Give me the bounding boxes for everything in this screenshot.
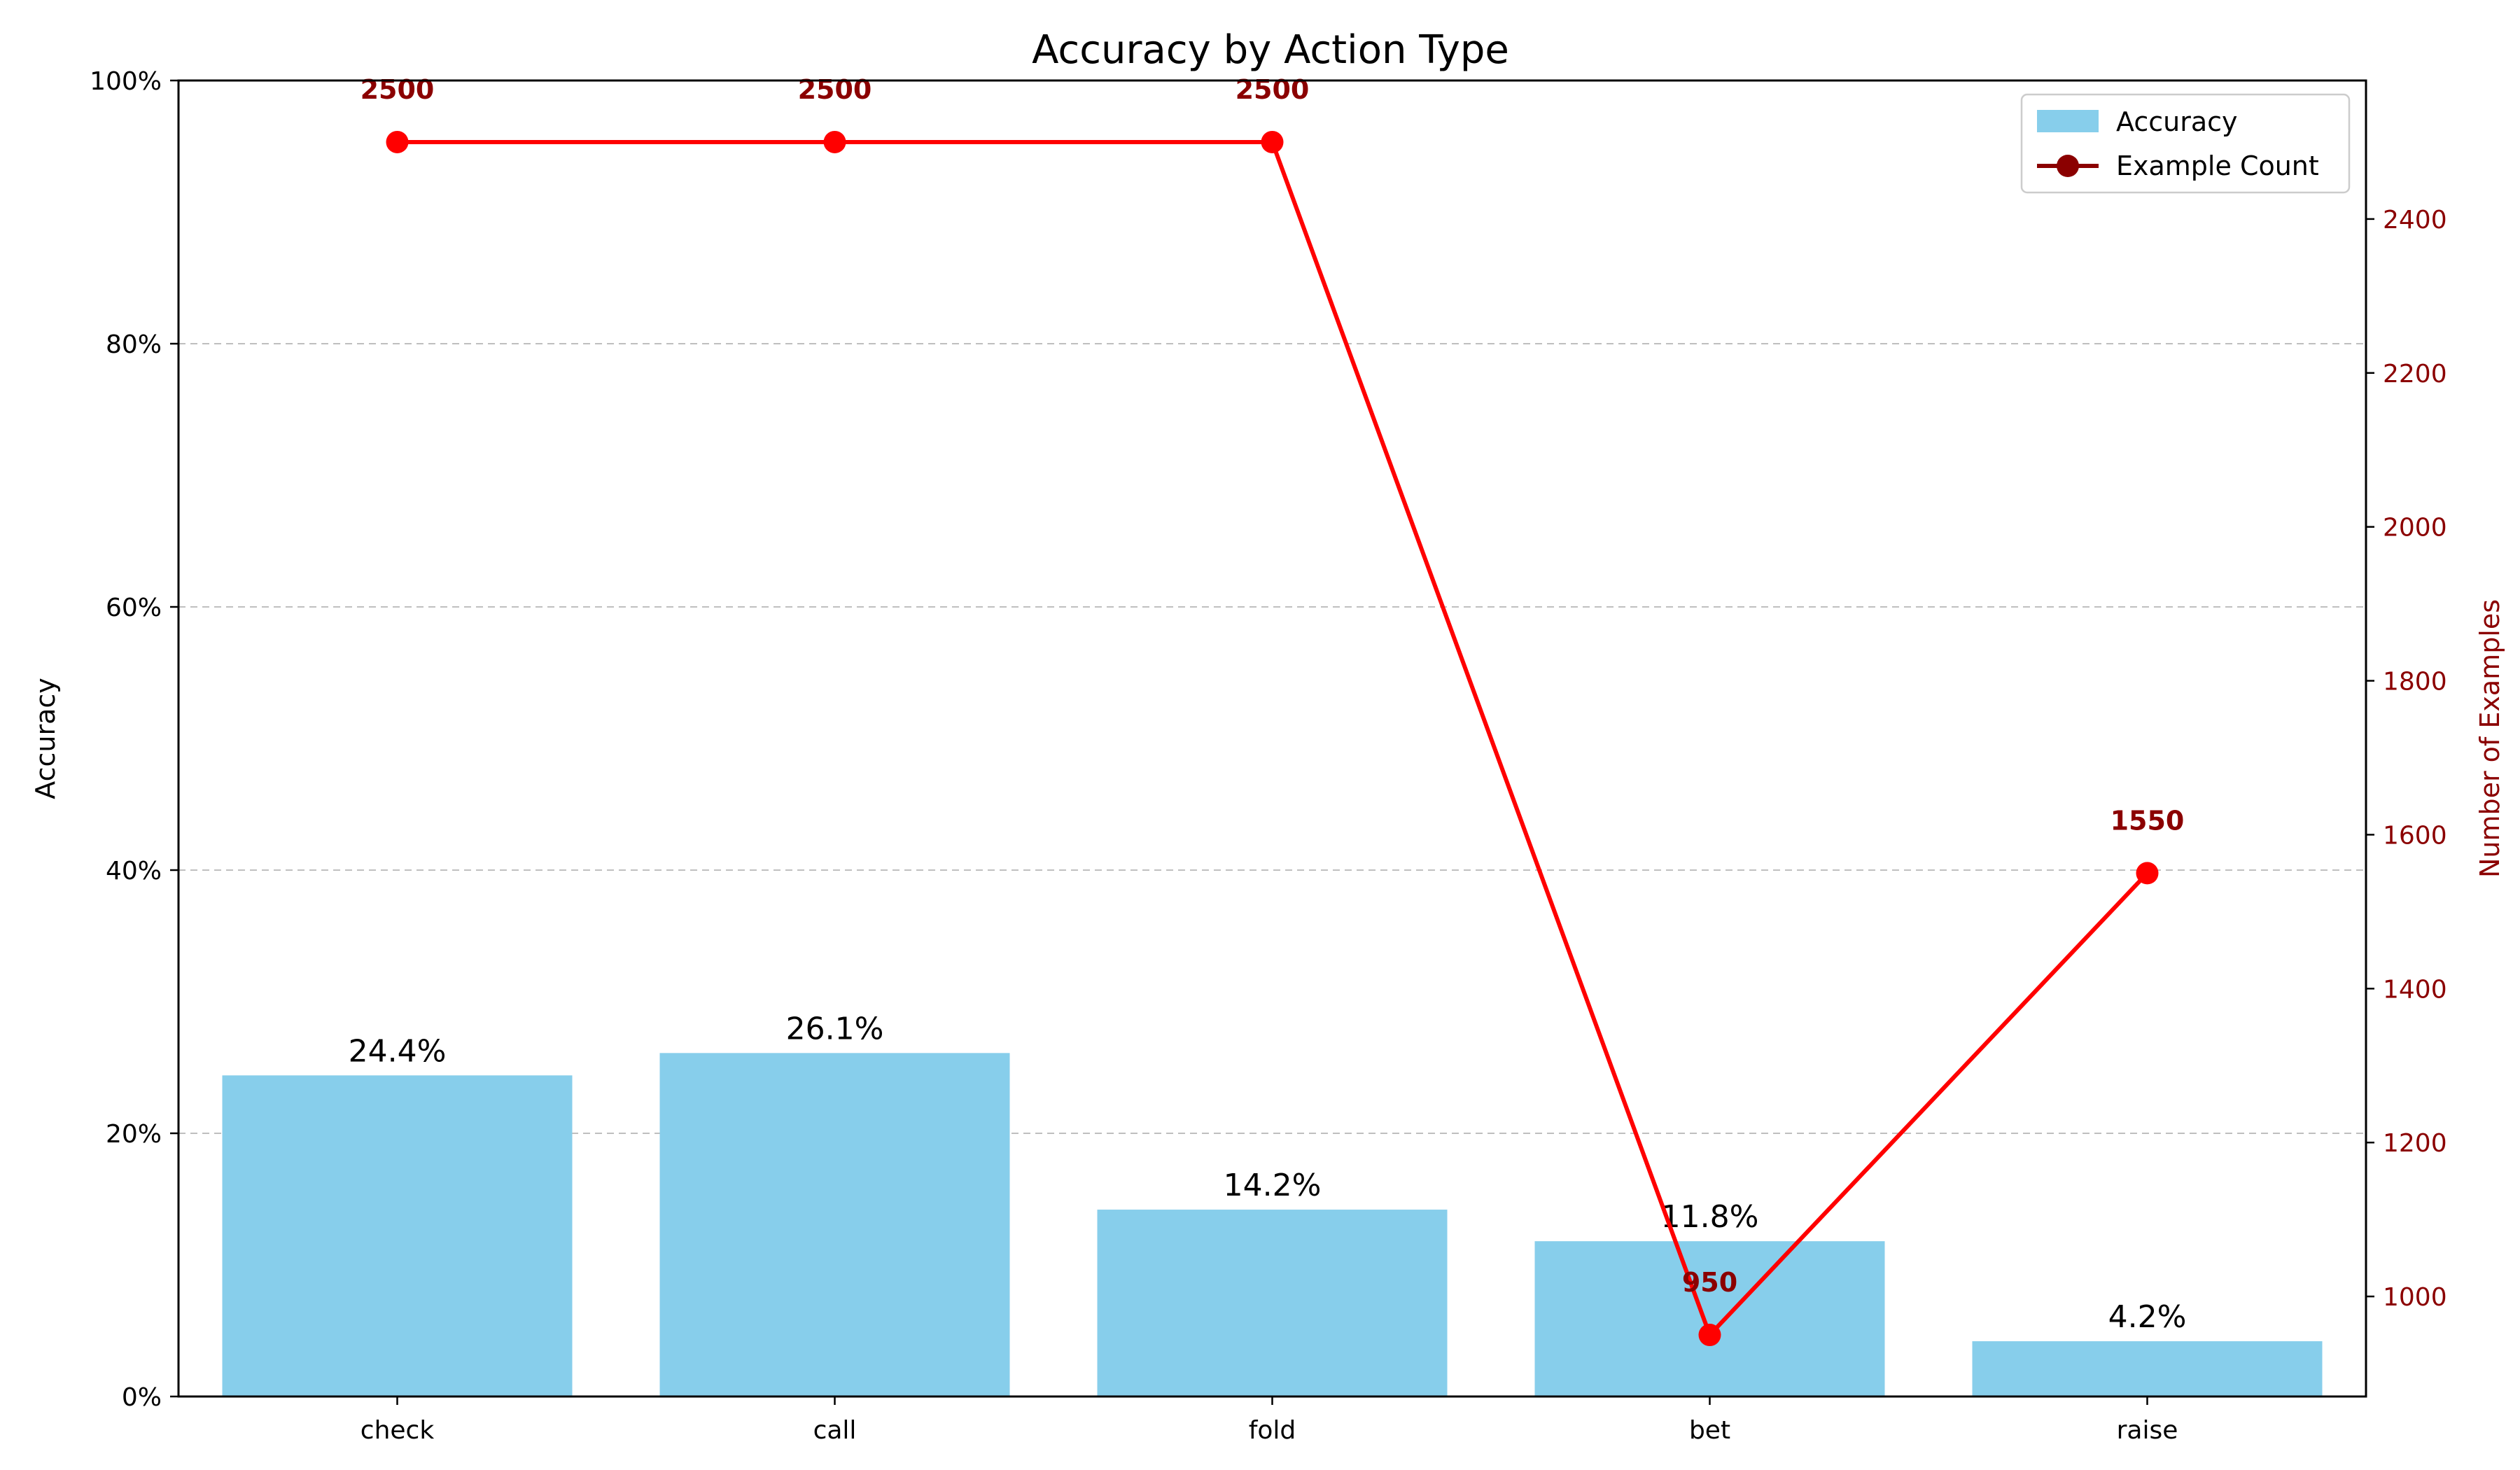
bar-raise [1972, 1341, 2323, 1396]
x-tick-label: bet [1689, 1416, 1730, 1445]
bar-value-label: 11.8% [1661, 1199, 1759, 1235]
x-tick-label: check [360, 1416, 435, 1445]
right-axis-ticks: 1000 1200 1400 1600 1800 2000 2200 2400 [2366, 206, 2447, 1312]
count-line-series: 2500 2500 2500 950 1550 [360, 74, 2185, 1347]
count-value-label: 950 [1682, 1267, 1737, 1298]
left-tick-label: 0% [122, 1383, 162, 1412]
count-value-label: 1550 [2110, 805, 2185, 836]
bar-value-label: 4.2% [2108, 1299, 2187, 1335]
bar-labels: 24.4% 26.1% 14.2% 11.8% 4.2% [349, 1011, 2187, 1335]
right-tick-label: 1400 [2383, 975, 2447, 1004]
count-value-label: 2500 [798, 74, 872, 105]
bar-value-label: 26.1% [786, 1011, 884, 1046]
bar-fold [1097, 1210, 1448, 1396]
bars [222, 1053, 2323, 1396]
legend-label-accuracy: Accuracy [2116, 106, 2238, 137]
right-tick-label: 1200 [2383, 1129, 2447, 1158]
chart-title: Accuracy by Action Type [1032, 27, 1509, 73]
left-tick-label: 100% [90, 67, 162, 96]
left-tick-label: 80% [106, 330, 162, 359]
legend: Accuracy Example Count [2020, 93, 2351, 194]
left-axis-ticks: 0% 20% 40% 60% 80% 100% [90, 67, 178, 1412]
right-tick-label: 2200 [2383, 360, 2447, 388]
count-point-raise [2136, 862, 2159, 885]
bar-bet [1534, 1241, 1885, 1396]
count-point-fold [1261, 130, 1284, 153]
count-point-bet [1698, 1324, 1721, 1347]
x-tick-label: call [813, 1416, 857, 1445]
right-tick-label: 1600 [2383, 821, 2447, 850]
left-tick-label: 60% [106, 594, 162, 622]
right-tick-label: 1800 [2383, 668, 2447, 696]
right-tick-label: 1000 [2383, 1283, 2447, 1312]
count-point-check [386, 130, 409, 153]
count-value-label: 2500 [1236, 74, 1310, 105]
bar-call [659, 1053, 1010, 1396]
legend-swatch-accuracy [2037, 110, 2099, 132]
right-tick-label: 2000 [2383, 514, 2447, 542]
legend-label-example-count: Example Count [2116, 150, 2319, 181]
right-tick-label: 2400 [2383, 206, 2447, 234]
left-tick-label: 40% [106, 857, 162, 886]
x-axis-ticks: check call fold bet raise [360, 1396, 2178, 1445]
count-point-call [823, 130, 846, 153]
x-tick-label: raise [2117, 1416, 2178, 1445]
left-tick-label: 20% [106, 1120, 162, 1149]
legend-swatch-marker [2057, 155, 2079, 177]
bar-value-label: 24.4% [349, 1033, 447, 1069]
y-axis-label-right: Number of Examples [2474, 599, 2505, 878]
grid-lines [178, 343, 2366, 1134]
y-axis-label-left: Accuracy [30, 678, 61, 799]
legend-box [2020, 93, 2351, 194]
x-tick-label: fold [1249, 1416, 1296, 1445]
bar-check [222, 1075, 573, 1396]
bar-value-label: 14.2% [1224, 1168, 1322, 1203]
count-value-label: 2500 [360, 74, 435, 105]
